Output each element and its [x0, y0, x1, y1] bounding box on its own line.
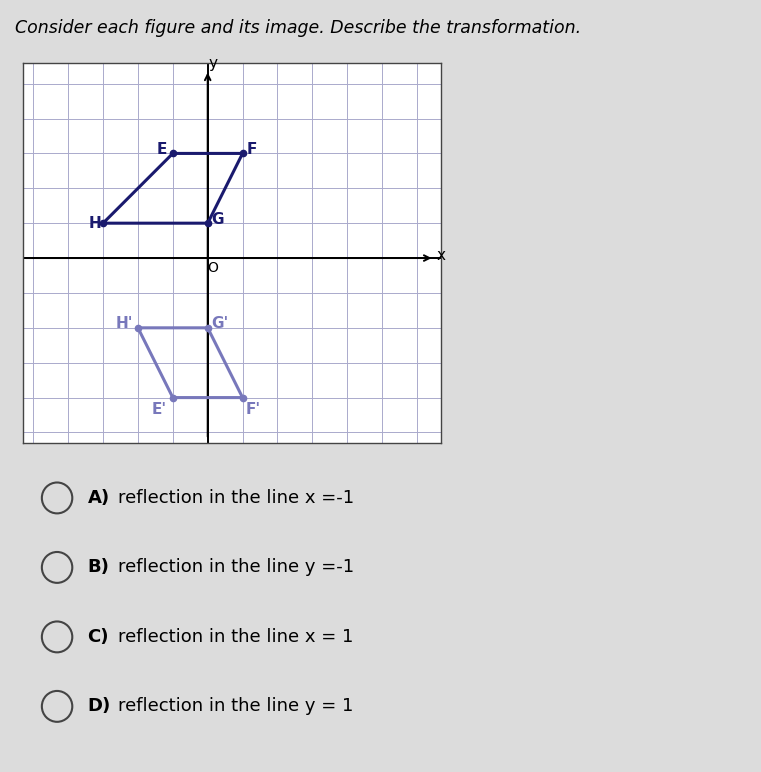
Text: G: G: [212, 212, 224, 227]
Text: E: E: [157, 143, 167, 157]
Text: O: O: [208, 261, 218, 275]
Text: H: H: [89, 215, 102, 231]
Text: Consider each figure and its image. Describe the transformation.: Consider each figure and its image. Desc…: [15, 19, 581, 37]
Text: reflection in the line x =-1: reflection in the line x =-1: [118, 489, 354, 507]
Text: H': H': [115, 317, 132, 331]
Text: reflection in the line x = 1: reflection in the line x = 1: [118, 628, 353, 646]
Text: C): C): [88, 628, 109, 646]
Text: reflection in the line y =-1: reflection in the line y =-1: [118, 558, 354, 577]
Text: reflection in the line y = 1: reflection in the line y = 1: [118, 697, 353, 716]
Text: F: F: [247, 143, 257, 157]
Text: B): B): [88, 558, 110, 577]
Text: y: y: [209, 56, 218, 71]
Text: x: x: [436, 248, 445, 262]
Text: A): A): [88, 489, 110, 507]
Text: E': E': [152, 402, 167, 418]
Text: F': F': [246, 402, 261, 418]
Text: G': G': [212, 317, 228, 331]
Text: D): D): [88, 697, 111, 716]
